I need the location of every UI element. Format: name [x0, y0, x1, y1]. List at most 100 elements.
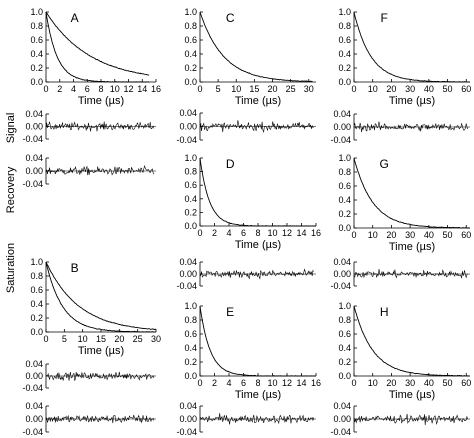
x-tick-label: 60 — [461, 230, 471, 240]
x-tick-label: 12 — [282, 378, 292, 388]
x-tick-label: 50 — [443, 378, 453, 388]
x-tick-label: 16 — [311, 228, 321, 238]
y-tick-label: -0.04 — [176, 281, 197, 291]
decay-series-1 — [45, 261, 157, 331]
x-axis-label: Time (µs) — [389, 389, 435, 401]
x-tick-label: 6 — [85, 84, 90, 94]
panel-letter: B — [71, 261, 79, 275]
decay-series-1 — [45, 11, 150, 76]
y-tick-label: 0.2 — [338, 357, 351, 367]
x-tick-label: 60 — [461, 378, 471, 388]
panel-letter: F — [380, 11, 387, 25]
panel-f-residuals: 0.04 0.00 -0.04 — [330, 109, 470, 145]
panel-d-decay: 0.0 0.2 0.4 0.6 0.8 1.0 0 2 4 6 8 10 12 14 16 Time (µs)… — [184, 153, 321, 251]
y-tick-label: 0.4 — [184, 343, 197, 353]
x-tick-label: 20 — [386, 230, 396, 240]
ylabel-saturation: Saturation — [5, 243, 17, 293]
y-tick-label: 0.6 — [338, 329, 351, 339]
x-tick-label: 0 — [197, 228, 202, 238]
decay-series-1 — [199, 157, 316, 227]
y-tick-label: 0.6 — [30, 35, 43, 45]
panel-b-residuals: 0.04 0.00 -0.04 — [22, 359, 156, 393]
x-tick-label: 30 — [405, 378, 415, 388]
axis-frame — [353, 306, 470, 377]
x-tick-label: 0 — [43, 334, 48, 344]
y-tick-label: 0.0 — [184, 77, 197, 87]
y-tick-label: -0.04 — [22, 179, 43, 189]
y-tick-label: 0.04 — [333, 401, 351, 411]
x-tick-label: 0 — [351, 230, 356, 240]
x-axis-label: Time (µs) — [389, 95, 435, 107]
y-tick-label: -0.04 — [330, 135, 351, 145]
y-tick-label: 0.2 — [184, 207, 197, 217]
y-tick-label: 1.0 — [184, 153, 197, 163]
y-tick-label: -0.04 — [330, 281, 351, 291]
x-tick-label: 8 — [255, 378, 260, 388]
panel-c-decay: 0.0 0.2 0.4 0.6 0.8 1.0 0 5 10 15 20 25 30 Time (µs) C — [184, 7, 316, 107]
y-tick-label: 0.4 — [184, 49, 197, 59]
x-tick-label: 15 — [96, 334, 106, 344]
decay-series-1 — [353, 305, 470, 377]
y-tick-label: 0.4 — [184, 194, 197, 204]
x-tick-label: 2 — [212, 378, 217, 388]
y-tick-label: 0.8 — [184, 315, 197, 325]
y-tick-label: 0.00 — [179, 414, 197, 424]
y-tick-label: 0.6 — [184, 329, 197, 339]
x-tick-label: 30 — [304, 84, 314, 94]
ylabel-recovery: Recovery — [5, 166, 17, 213]
decay-series-1 — [353, 157, 471, 229]
y-tick-label: 1.0 — [338, 153, 351, 163]
x-tick-label: 10 — [110, 84, 120, 94]
y-tick-label: 0.0 — [338, 371, 351, 381]
decay-series-1 — [353, 11, 470, 83]
axis-frame — [45, 262, 156, 333]
panel-f-decay: 0.0 0.2 0.4 0.6 0.8 1.0 0 10 20 30 40 50 60 Time (µs)… — [338, 7, 471, 107]
y-tick-label: 0.0 — [184, 221, 197, 231]
x-tick-label: 25 — [133, 334, 143, 344]
x-tick-label: 0 — [197, 378, 202, 388]
y-tick-label: 0.00 — [333, 414, 351, 424]
x-tick-label: 0 — [351, 84, 356, 94]
y-tick-label: 0.04 — [25, 109, 43, 119]
x-tick-label: 14 — [137, 84, 147, 94]
x-tick-label: 40 — [424, 84, 434, 94]
residual-trace — [45, 371, 155, 381]
x-tick-label: 0 — [351, 378, 356, 388]
x-tick-label: 8 — [98, 84, 103, 94]
y-tick-label: 0.4 — [338, 49, 351, 59]
y-tick-label: 0.00 — [25, 371, 43, 381]
y-tick-label: -0.04 — [330, 427, 351, 437]
y-tick-label: 0.00 — [179, 122, 197, 132]
y-tick-label: 0.4 — [338, 343, 351, 353]
x-tick-label: 20 — [386, 84, 396, 94]
decay-series-2 — [45, 261, 157, 333]
y-tick-label: -0.04 — [22, 427, 43, 437]
y-tick-label: 0.00 — [25, 166, 43, 176]
x-tick-label: 12 — [123, 84, 133, 94]
y-tick-label: 0.0 — [30, 327, 43, 337]
y-tick-label: 0.04 — [25, 401, 43, 411]
panel-letter: E — [226, 305, 234, 319]
x-tick-label: 20 — [114, 334, 124, 344]
panel-e-decay: 0.0 0.2 0.4 0.6 0.8 1.0 0 2 4 6 8 10 12 14 16 Time (µs)… — [184, 301, 321, 401]
residual-trace — [199, 413, 314, 425]
y-tick-label: 0.2 — [30, 63, 43, 73]
y-tick-label: 0.0 — [30, 77, 43, 87]
panel-d-residuals: 0.04 0.00 -0.04 — [176, 257, 316, 291]
y-tick-label: 1.0 — [30, 257, 43, 267]
x-tick-label: 2 — [57, 84, 62, 94]
y-tick-label: 0.8 — [184, 21, 197, 31]
y-tick-label: 0.2 — [184, 63, 197, 73]
y-tick-label: -0.04 — [22, 134, 43, 144]
x-tick-label: 50 — [443, 230, 453, 240]
x-tick-label: 10 — [368, 84, 378, 94]
x-tick-label: 10 — [368, 230, 378, 240]
panel-letter: C — [226, 11, 235, 25]
y-tick-label: 0.6 — [30, 285, 43, 295]
y-tick-label: 0.2 — [30, 313, 43, 323]
x-tick-label: 0 — [43, 84, 48, 94]
y-tick-label: 0.00 — [333, 269, 351, 279]
y-tick-label: 0.8 — [338, 315, 351, 325]
x-tick-label: 14 — [296, 378, 306, 388]
